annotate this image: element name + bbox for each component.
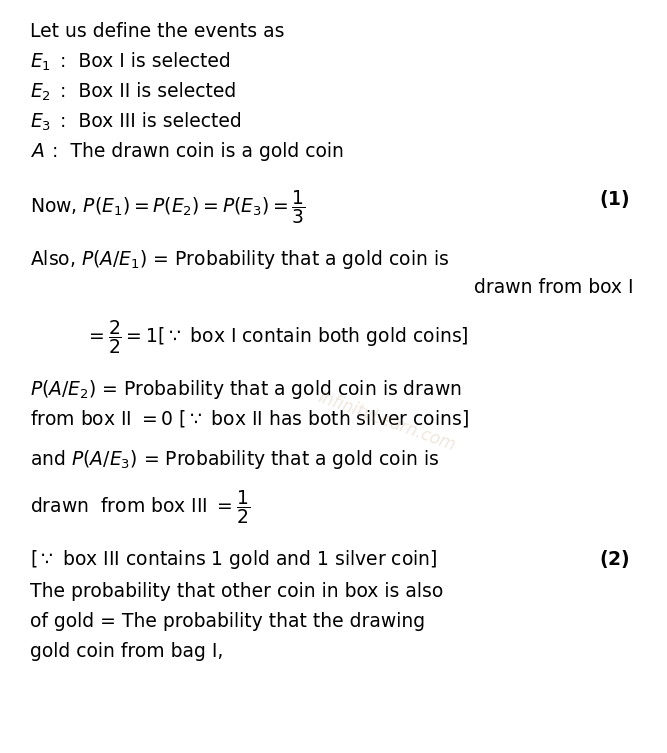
Text: gold coin from bag I,: gold coin from bag I, bbox=[30, 642, 223, 661]
Text: $A$: $A$ bbox=[30, 142, 45, 161]
Text: from box II $= 0$ [$\because$ box II has both silver coins]: from box II $= 0$ [$\because$ box II has… bbox=[30, 408, 469, 429]
Text: Also, $P(A/E_1)$ = Probability that a gold coin is: Also, $P(A/E_1)$ = Probability that a go… bbox=[30, 248, 450, 271]
Text: $E_1$: $E_1$ bbox=[30, 52, 51, 73]
Text: and $P(A/E_3)$ = Probability that a gold coin is: and $P(A/E_3)$ = Probability that a gold… bbox=[30, 448, 440, 471]
Text: :  Box II is selected: : Box II is selected bbox=[60, 82, 236, 101]
Text: $\mathbf{(2)}$: $\mathbf{(2)}$ bbox=[600, 548, 630, 570]
Text: $P(A/E_2)$ = Probability that a gold coin is drawn: $P(A/E_2)$ = Probability that a gold coi… bbox=[30, 378, 462, 401]
Text: [$\because$ box III contains 1 gold and 1 silver coin]: [$\because$ box III contains 1 gold and … bbox=[30, 548, 438, 571]
Text: :  Box I is selected: : Box I is selected bbox=[60, 52, 231, 71]
Text: InfinityLearn.com: InfinityLearn.com bbox=[315, 389, 458, 455]
Text: drawn  from box III $= \dfrac{1}{2}$: drawn from box III $= \dfrac{1}{2}$ bbox=[30, 488, 250, 526]
Text: drawn from box I: drawn from box I bbox=[474, 278, 634, 297]
Text: $= \dfrac{2}{2} = 1$[$\because$ box I contain both gold coins]: $= \dfrac{2}{2} = 1$[$\because$ box I co… bbox=[85, 318, 469, 356]
Text: of gold = The probability that the drawing: of gold = The probability that the drawi… bbox=[30, 612, 425, 631]
Text: $E_3$: $E_3$ bbox=[30, 112, 51, 133]
Text: The probability that other coin in box is also: The probability that other coin in box i… bbox=[30, 582, 444, 601]
Text: Now, $P(E_1) = P(E_2) = P(E_3) = \dfrac{1}{3}$: Now, $P(E_1) = P(E_2) = P(E_3) = \dfrac{… bbox=[30, 188, 305, 226]
Text: $\mathbf{(1)}$: $\mathbf{(1)}$ bbox=[600, 188, 630, 210]
Text: $E_2$: $E_2$ bbox=[30, 82, 51, 103]
Text: :  Box III is selected: : Box III is selected bbox=[60, 112, 241, 131]
Text: :  The drawn coin is a gold coin: : The drawn coin is a gold coin bbox=[52, 142, 344, 161]
Text: Let us define the events as: Let us define the events as bbox=[30, 22, 285, 41]
